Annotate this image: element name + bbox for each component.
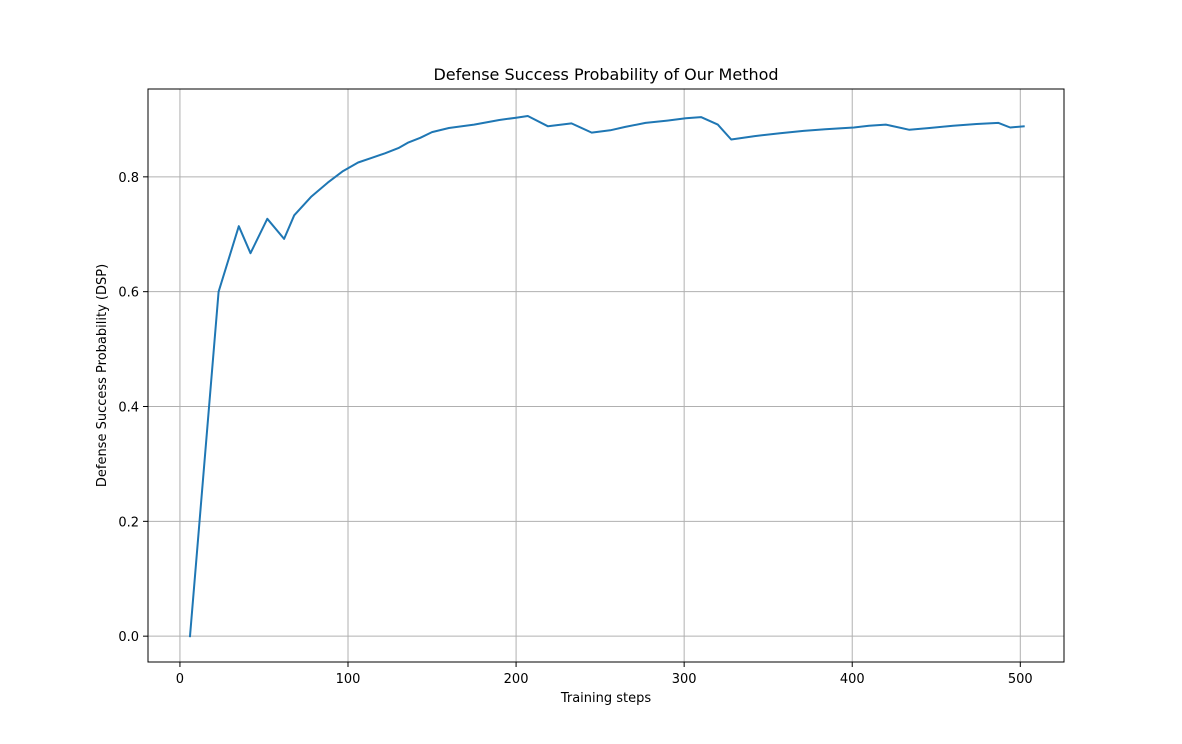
- x-axis-title: Training steps: [560, 691, 652, 706]
- y-tick-label: 0.2: [118, 515, 139, 530]
- chart-title: Defense Success Probability of Our Metho…: [433, 65, 778, 84]
- y-axis: 0.0 0.2 0.4 0.6 0.8: [118, 171, 148, 645]
- series-line: [188, 115, 1025, 638]
- y-tick-label: 0.6: [118, 286, 139, 301]
- y-tick-label: 0.0: [118, 630, 139, 645]
- plot-frame: [147, 88, 1065, 663]
- x-tick-label: 300: [672, 672, 697, 687]
- x-tick-label: 0: [176, 672, 184, 687]
- grid-lines: [148, 89, 1064, 662]
- x-tick-label: 200: [504, 672, 529, 687]
- y-tick-label: 0.4: [118, 401, 139, 416]
- data-series: [188, 115, 1025, 638]
- x-tick-label: 100: [336, 672, 361, 687]
- x-tick-label: 400: [840, 672, 865, 687]
- x-axis: 0 100 200 300 400 500: [176, 662, 1033, 687]
- x-tick-label: 500: [1008, 672, 1033, 687]
- y-axis-title: Defense Success Probability (DSP): [95, 264, 110, 487]
- y-tick-label: 0.8: [118, 171, 139, 186]
